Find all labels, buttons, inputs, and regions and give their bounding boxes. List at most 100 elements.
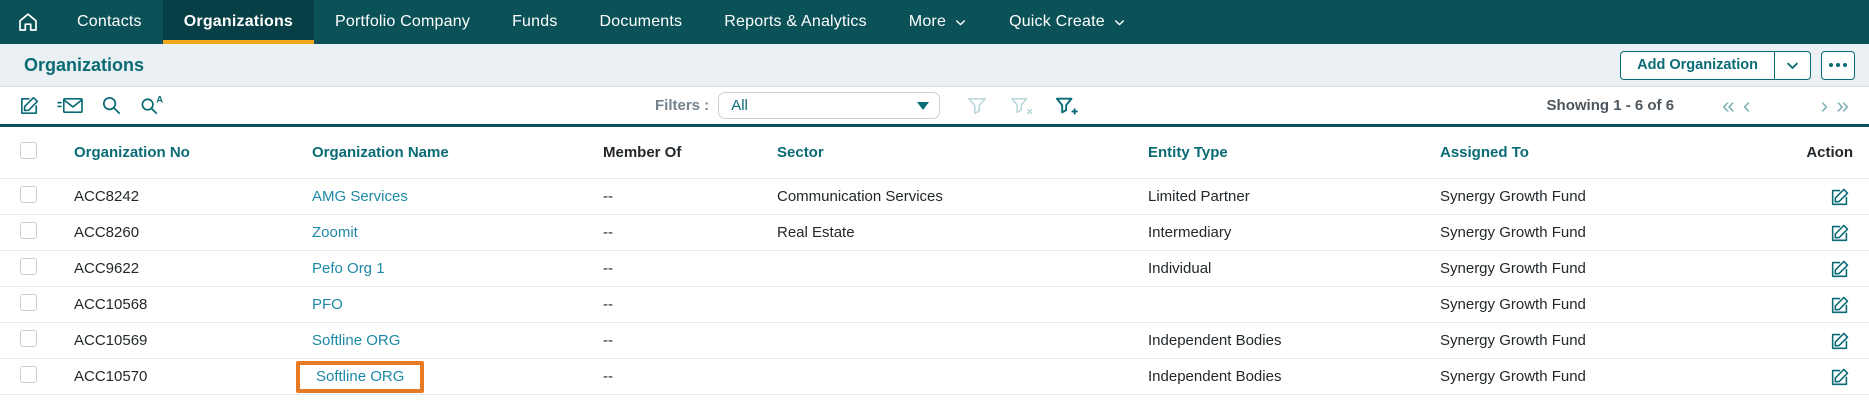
member-of-cell: --: [603, 296, 613, 313]
filter-clear-icon[interactable]: [1009, 96, 1033, 116]
chevron-down-icon: [1113, 16, 1126, 29]
page-header: Organizations Add Organization: [0, 44, 1869, 87]
edit-row-icon[interactable]: [1829, 186, 1851, 208]
column-header-organization-no[interactable]: Organization No: [74, 144, 190, 161]
next-page-icon[interactable]: ›: [1820, 92, 1829, 118]
header-actions: Add Organization: [1620, 50, 1855, 80]
home-button[interactable]: [0, 0, 56, 44]
nav-item-quick-create[interactable]: Quick Create: [988, 0, 1147, 44]
assigned-to-cell: Synergy Growth Fund: [1440, 368, 1586, 385]
table-row: ACC8260 Zoomit -- Real Estate Intermedia…: [0, 215, 1869, 251]
nav-item-label: Reports & Analytics: [724, 13, 867, 30]
nav-item-label: Contacts: [77, 13, 142, 30]
assigned-to-cell: Synergy Growth Fund: [1440, 260, 1586, 277]
nav-item-more[interactable]: More: [888, 0, 988, 44]
organization-name-link[interactable]: Softline ORG: [296, 360, 425, 393]
first-page-icon[interactable]: «: [1722, 92, 1735, 118]
nav-item-label: More: [908, 13, 947, 30]
nav-item-label: Portfolio Company: [335, 13, 471, 30]
organization-name-link[interactable]: Pefo Org 1: [312, 260, 385, 277]
showing-count: Showing 1 - 6 of 6: [1546, 97, 1675, 114]
row-checkbox[interactable]: [20, 366, 37, 383]
organization-no-cell: ACC10570: [74, 368, 148, 385]
nav-item-portfolio-company[interactable]: Portfolio Company: [314, 0, 491, 44]
pagination: « ‹ › »: [1718, 94, 1853, 117]
top-nav: Contacts Organizations Portfolio Company…: [0, 0, 1869, 44]
table-row: ACC8242 AMG Services -- Communication Se…: [0, 179, 1869, 215]
nav-item-label: Documents: [599, 13, 683, 30]
member-of-cell: --: [603, 332, 613, 349]
edit-row-icon[interactable]: [1829, 222, 1851, 244]
member-of-cell: --: [603, 260, 613, 277]
organization-no-cell: ACC8242: [74, 188, 140, 205]
entity-type-cell: Individual: [1148, 260, 1212, 277]
filter-add-icon[interactable]: [1054, 96, 1079, 116]
edit-row-icon[interactable]: [1829, 366, 1851, 388]
row-checkbox[interactable]: [20, 186, 37, 203]
column-header-member-of[interactable]: Member Of: [603, 144, 682, 161]
edit-row-icon[interactable]: [1829, 294, 1851, 316]
edit-row-icon[interactable]: [1829, 258, 1851, 280]
organization-name-link[interactable]: AMG Services: [312, 188, 408, 205]
previous-page-icon[interactable]: ‹: [1742, 92, 1751, 118]
nav-item-organizations[interactable]: Organizations: [162, 0, 315, 44]
dropdown-caret-icon: [917, 101, 930, 110]
filters-group: Filters : All: [655, 92, 1079, 119]
sector-cell: Communication Services: [777, 188, 943, 205]
page-title: Organizations: [24, 54, 145, 75]
organization-no-cell: ACC8260: [74, 224, 140, 241]
nav-item-label: Quick Create: [1009, 13, 1105, 30]
select-all-checkbox[interactable]: [20, 142, 37, 159]
entity-type-cell: Limited Partner: [1148, 188, 1250, 205]
column-header-entity-type[interactable]: Entity Type: [1148, 144, 1228, 161]
last-page-icon[interactable]: »: [1836, 92, 1849, 118]
assigned-to-cell: Synergy Growth Fund: [1440, 332, 1586, 349]
filters-dropdown[interactable]: All: [718, 92, 941, 119]
filter-buttons: [966, 96, 1079, 116]
table-row: ACC10570 Softline ORG -- Independent Bod…: [0, 359, 1869, 395]
search-icon[interactable]: [100, 94, 123, 117]
filters-label: Filters :: [655, 97, 710, 114]
sector-cell: Real Estate: [777, 224, 855, 241]
nav-item-documents[interactable]: Documents: [579, 0, 704, 44]
column-header-organization-name[interactable]: Organization Name: [312, 144, 449, 161]
table-header-row: Organization No Organization Name Member…: [0, 127, 1869, 179]
organization-no-cell: ACC10569: [74, 332, 148, 349]
entity-type-cell: Independent Bodies: [1148, 332, 1282, 349]
add-organization-dropdown[interactable]: [1774, 51, 1810, 79]
nav-item-label: Funds: [512, 13, 558, 30]
more-options-button[interactable]: [1821, 50, 1855, 80]
nav-item-contacts[interactable]: Contacts: [56, 0, 163, 44]
showing-group: Showing 1 - 6 of 6 « ‹ › »: [1547, 94, 1853, 117]
entity-type-cell: Intermediary: [1148, 224, 1232, 241]
organization-name-link[interactable]: Softline ORG: [312, 332, 401, 349]
add-organization-button[interactable]: Add Organization: [1620, 50, 1811, 80]
organization-no-cell: ACC9622: [74, 260, 140, 277]
column-header-sector[interactable]: Sector: [777, 144, 824, 161]
member-of-cell: --: [603, 224, 613, 241]
filter-icon[interactable]: [966, 96, 988, 116]
organization-name-link[interactable]: PFO: [312, 296, 343, 313]
ellipsis-icon: [1829, 63, 1833, 67]
toolbar-icons: A: [18, 94, 164, 117]
edit-row-icon[interactable]: [1829, 330, 1851, 352]
member-of-cell: --: [603, 368, 613, 385]
assigned-to-cell: Synergy Growth Fund: [1440, 296, 1586, 313]
nav-item-funds[interactable]: Funds: [491, 0, 578, 44]
assigned-to-cell: Synergy Growth Fund: [1440, 224, 1586, 241]
chevron-down-icon: [954, 16, 967, 29]
row-checkbox[interactable]: [20, 222, 37, 239]
home-icon: [16, 10, 40, 34]
entity-type-cell: Independent Bodies: [1148, 368, 1282, 385]
row-checkbox[interactable]: [20, 258, 37, 275]
column-header-assigned-to[interactable]: Assigned To: [1440, 144, 1529, 161]
advanced-search-icon[interactable]: A: [139, 94, 164, 117]
nav-item-reports-analytics[interactable]: Reports & Analytics: [703, 0, 888, 44]
row-checkbox[interactable]: [20, 330, 37, 347]
svg-text:A: A: [156, 95, 163, 106]
organization-name-link[interactable]: Zoomit: [312, 224, 358, 241]
row-checkbox[interactable]: [20, 294, 37, 311]
bulk-email-icon[interactable]: [57, 94, 84, 117]
column-header-action: Action: [1806, 144, 1853, 161]
edit-icon[interactable]: [18, 94, 41, 117]
